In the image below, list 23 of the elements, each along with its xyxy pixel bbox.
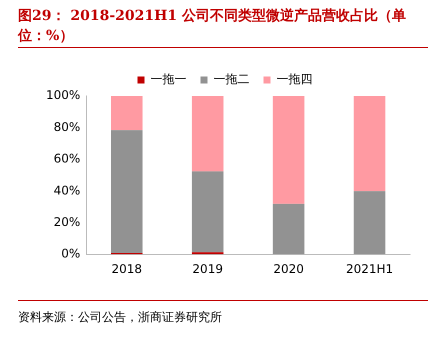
bar xyxy=(110,96,143,130)
y-tick-label: 20% xyxy=(54,215,80,230)
y-tick-label: 60% xyxy=(54,152,80,166)
bar xyxy=(272,204,304,254)
bar xyxy=(354,96,386,192)
y-tick-label: 100% xyxy=(46,88,80,102)
bar xyxy=(192,171,224,252)
y-tick-label: 80% xyxy=(54,120,80,134)
text: 资料来源：公司公告，浙商证券研究所 xyxy=(18,300,428,326)
x-tick-label: 2019 xyxy=(192,262,223,276)
y-tick-label: 40% xyxy=(54,183,80,198)
bar xyxy=(110,130,143,254)
x-tick-label: 2018 xyxy=(111,262,142,276)
x-tick-label: 2021H1 xyxy=(346,262,394,276)
legend-label: 一拖一 xyxy=(150,72,186,86)
legend-label: 一拖四 xyxy=(276,72,312,86)
bar xyxy=(354,191,386,254)
legend-label: 一拖二 xyxy=(214,72,250,86)
chart-title: 图29： 2018-2021H1 公司不同类型微逆产品营收占比（单位：%） xyxy=(18,6,428,48)
bar xyxy=(272,96,304,204)
bar xyxy=(192,96,224,172)
y-tick-label: 0% xyxy=(61,246,80,261)
x-tick-label: 2020 xyxy=(273,262,304,276)
